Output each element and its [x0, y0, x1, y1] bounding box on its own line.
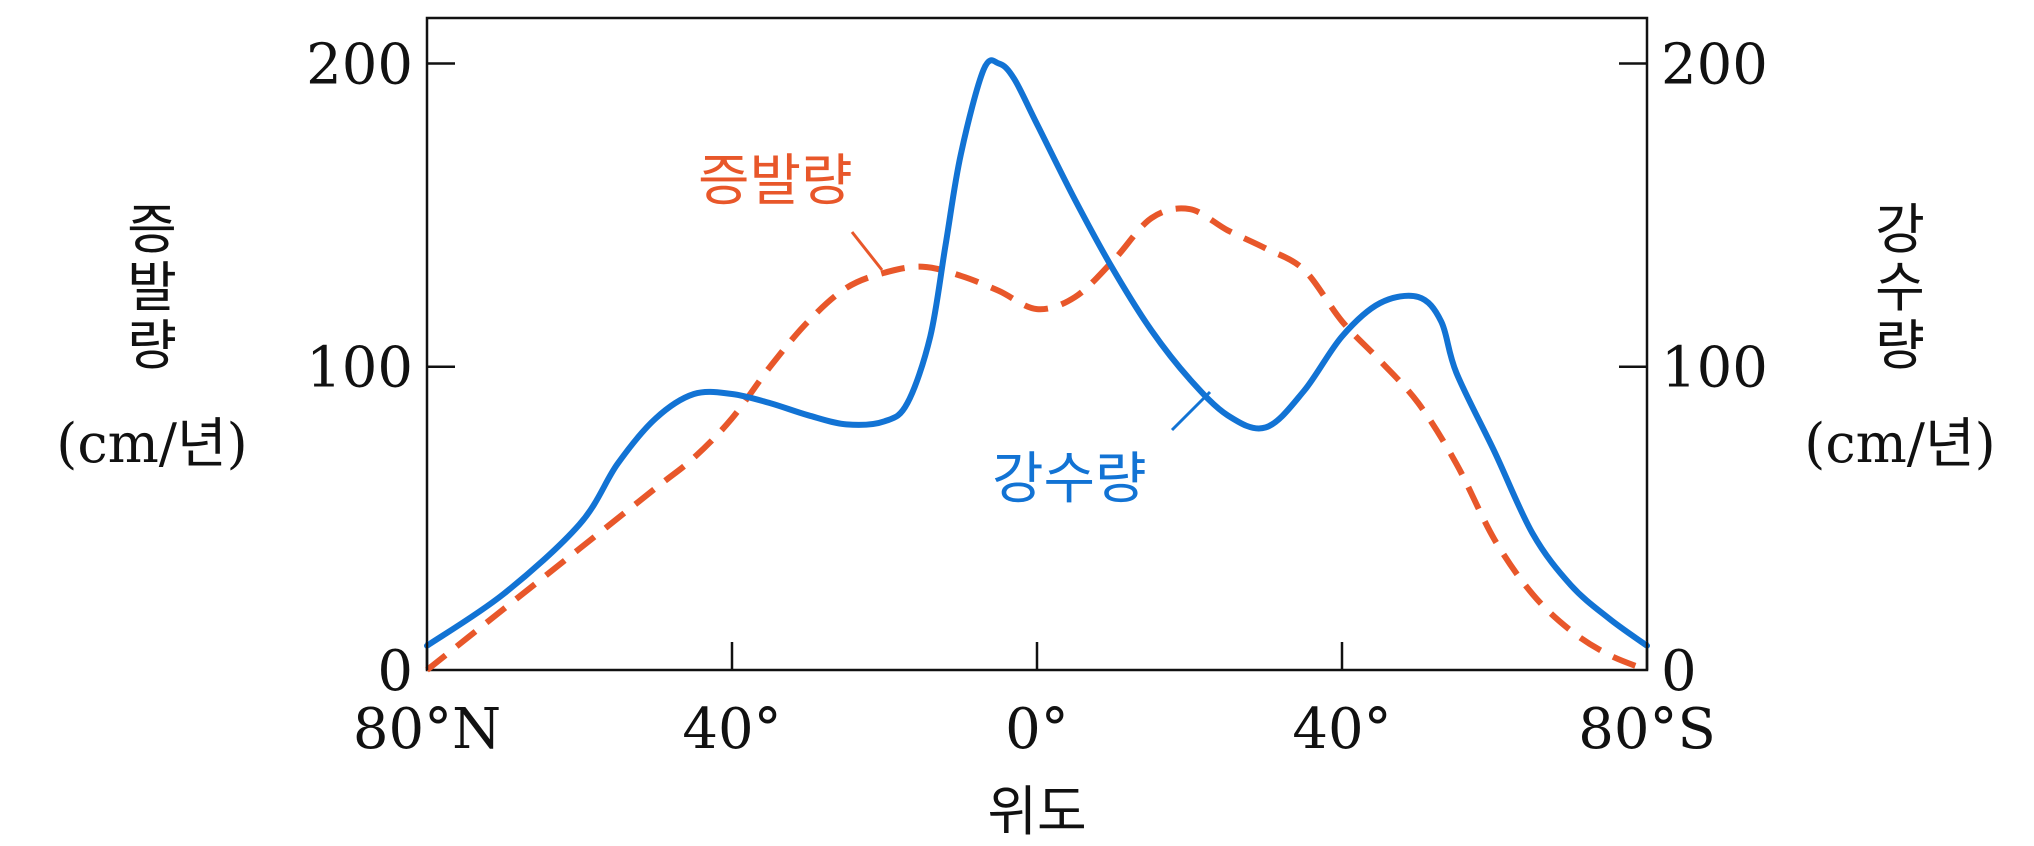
series-leader-precipitation	[1170, 390, 1212, 432]
series-layer	[424, 57, 1650, 673]
y-tick-label-right: 100	[1661, 336, 1768, 401]
x-axis-title: 위도	[987, 780, 1086, 843]
y-tick-label-right: 200	[1661, 32, 1768, 97]
y-tick-label-right: 0	[1661, 639, 1697, 704]
series-line-precipitation	[424, 57, 1650, 649]
series-label-precipitation: 강수량	[992, 447, 1147, 512]
y-tick-label-left: 200	[306, 32, 413, 97]
x-tick-label: 80°S	[1578, 697, 1716, 762]
x-tick-label: 40°	[682, 697, 781, 762]
series-label-evaporation: 증발량	[698, 149, 853, 214]
x-tick-label: 80°N	[353, 697, 501, 762]
series-leader-evaporation	[850, 231, 884, 271]
y-tick-label-left: 0	[377, 639, 413, 704]
x-tick-label: 40°	[1292, 697, 1391, 762]
y-axis-unit-right: (cm/년)	[1804, 412, 1995, 475]
x-tick-label: 0°	[1005, 697, 1069, 762]
plot-area	[425, 16, 1649, 672]
y-tick-label-left: 100	[306, 336, 413, 401]
series-line-evaporation	[425, 205, 1649, 673]
plot-frame	[425, 16, 1649, 672]
y-axis-unit-left: (cm/년)	[56, 412, 247, 475]
